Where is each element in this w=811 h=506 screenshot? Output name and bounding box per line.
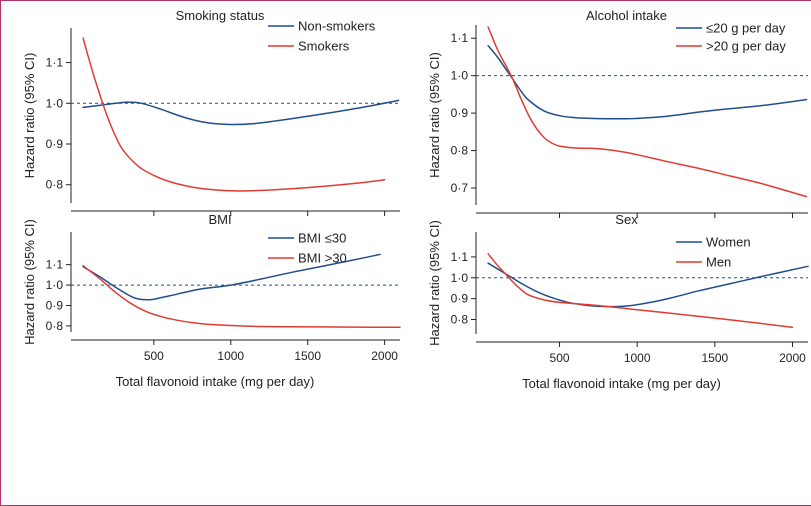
x-tick-label: 1000 bbox=[217, 349, 244, 363]
x-tick-label: 500 bbox=[550, 351, 570, 365]
panel-smoking: Smoking status 0·8 0·9 1·0 1·1 Hazard ratio (… bbox=[22, 8, 400, 216]
x-tick-label: 1500 bbox=[294, 349, 321, 363]
legend-label: ≤20 g per day bbox=[706, 21, 786, 36]
y-tick-label: 1·0 bbox=[46, 96, 64, 110]
y-tick-label: 1·1 bbox=[46, 56, 64, 70]
y-tick-label: 0·9 bbox=[451, 292, 469, 306]
y-tick-label: 1·0 bbox=[451, 69, 469, 83]
legend-label: Men bbox=[706, 255, 731, 270]
x-axis-title: Total flavonoid intake (mg per day) bbox=[116, 374, 315, 389]
x-tick-label: 1500 bbox=[701, 351, 728, 365]
x-tick-label: 2000 bbox=[779, 351, 806, 365]
y-axis-title: Hazard ratio (95% CI) bbox=[427, 52, 442, 178]
y-axis-title: Hazard ratio (95% CI) bbox=[22, 53, 37, 179]
series-line-red bbox=[487, 253, 794, 329]
series-line-blue bbox=[487, 262, 809, 308]
panel-title: Alcohol intake bbox=[586, 8, 667, 23]
legend-label: Non-smokers bbox=[298, 19, 376, 34]
y-tick-label: 1·1 bbox=[451, 31, 469, 45]
y-tick-label: 0·9 bbox=[46, 137, 64, 151]
x-tick-label: 500 bbox=[144, 349, 164, 363]
x-tick-label: 2000 bbox=[371, 349, 398, 363]
y-tick-label: 0·7 bbox=[451, 181, 469, 195]
y-tick-label: 0·9 bbox=[46, 298, 64, 312]
legend-label: BMI ≤30 bbox=[298, 231, 346, 246]
x-axis-title: Total flavonoid intake (mg per day) bbox=[522, 376, 721, 391]
y-axis-title: Hazard ratio (95% CI) bbox=[22, 219, 37, 345]
y-tick-label: 1·0 bbox=[46, 278, 64, 292]
y-tick-label: 0·8 bbox=[46, 319, 64, 333]
y-tick-label: 0·8 bbox=[46, 178, 64, 192]
legend-label: >20 g per day bbox=[706, 39, 786, 54]
panel-alcohol: Alcohol intake 0·7 0·8 0·9 1·0 1·1 Hazard rati… bbox=[427, 8, 808, 218]
panel-title: Smoking status bbox=[176, 8, 265, 23]
legend-label: BMI >30 bbox=[298, 251, 347, 266]
y-axis-title: Hazard ratio (95% CI) bbox=[427, 220, 442, 346]
y-tick-label: 0·8 bbox=[451, 312, 469, 326]
y-tick-label: 0·8 bbox=[451, 144, 469, 158]
y-tick-label: 1·0 bbox=[451, 271, 469, 285]
panel-title: BMI bbox=[208, 212, 231, 227]
legend-label: Smokers bbox=[298, 39, 350, 54]
panel-sex: Sex 0·8 0·9 1·0 1·1 500 1000 1500 2000 Hazard rat… bbox=[427, 212, 809, 391]
x-tick-label: 1000 bbox=[624, 351, 651, 365]
series-line-red bbox=[82, 37, 386, 192]
series-line-blue bbox=[82, 253, 381, 301]
panel-title: Sex bbox=[615, 212, 638, 227]
y-tick-label: 1·1 bbox=[451, 250, 469, 264]
series-line-blue bbox=[82, 99, 400, 126]
series-line-blue bbox=[487, 44, 808, 120]
series-line-red bbox=[82, 264, 401, 329]
legend-label: Women bbox=[706, 235, 751, 250]
series-line-red bbox=[487, 26, 808, 198]
panels-layer: Smoking status 0·8 0·9 1·0 1·1 Hazard ratio (… bbox=[22, 8, 809, 391]
y-tick-label: 1·1 bbox=[46, 258, 64, 272]
panel-bmi: BMI 0·8 0·9 1·0 1·1 500 1000 1500 2000 Hazard rat… bbox=[22, 212, 401, 389]
y-tick-label: 0·9 bbox=[451, 106, 469, 120]
